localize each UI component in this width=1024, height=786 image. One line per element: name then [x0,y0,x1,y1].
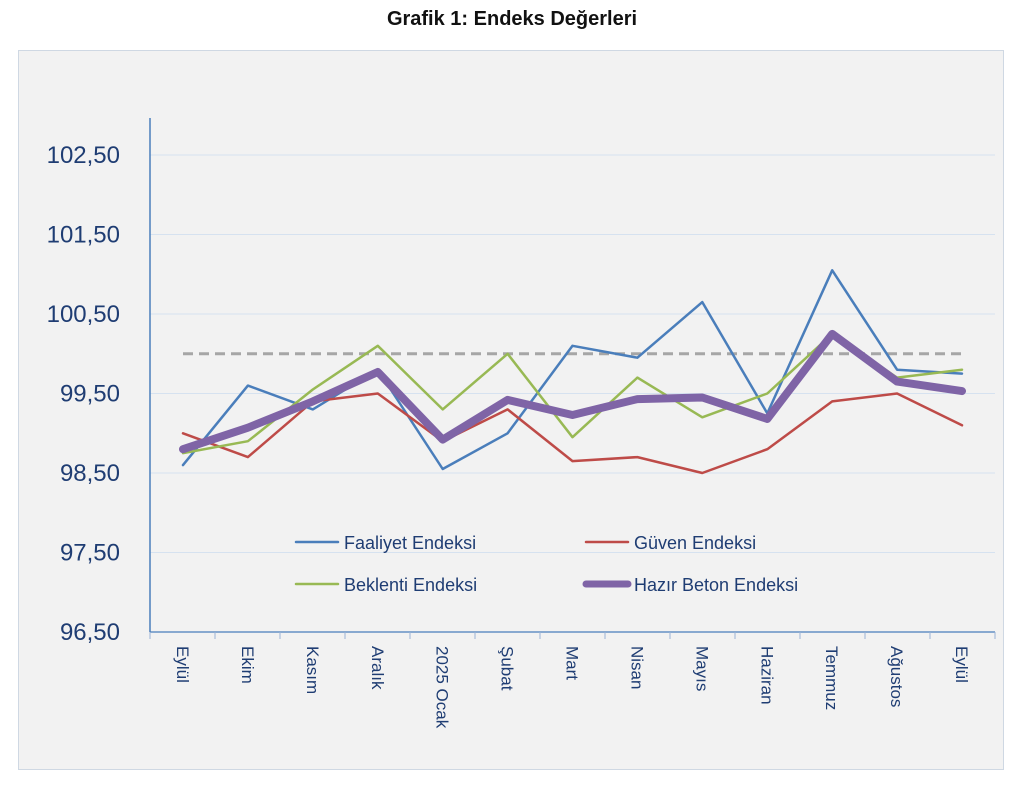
y-tick-label: 101,50 [47,222,120,249]
x-tick-label: Temmuz [822,646,841,710]
series-line-4 [179,329,966,454]
y-tick-label: 100,50 [47,301,120,328]
chart-title: Grafik 1: Endeks Değerleri [386,8,638,30]
x-tick-label: Ağustos [887,646,906,707]
legend-label: Güven Endeksi [634,533,756,553]
x-tick-label: Şubat [498,646,517,691]
gridlines [150,154,995,553]
series-lines [179,269,966,475]
x-tick-label: Kasım [303,646,322,694]
x-tick-label: Mart [563,646,582,680]
x-tick-label: Eylül [952,646,971,683]
axes: 102,50 101,50 100,50 99,50 98,50 97,50 96,50 Ey… [47,118,996,729]
legend-label: Faaliyet Endeksi [344,533,476,553]
x-tick-label: 2025 Ocak [433,646,452,729]
y-tick-label: 96,50 [60,619,120,646]
legend: Faaliyet Endeksi Güven Endeksi Beklenti En… [294,533,798,595]
series-line-1 [181,269,964,471]
x-tick-label: Haziran [757,646,776,705]
legend-label: Beklenti Endeksi [344,575,477,595]
y-tick-label: 98,50 [60,460,120,487]
y-tick-label: 102,50 [47,142,120,169]
x-tick-label: Mayıs [692,646,711,691]
x-tick-label: Nisan [627,646,646,689]
x-tick-label: Aralık [368,646,387,690]
y-tick-label: 99,50 [60,381,120,408]
chart-background [18,50,1004,770]
x-tick-label: Eylül [173,646,192,683]
y-tick-label: 97,50 [60,540,120,567]
legend-label: Hazır Beton Endeksi [634,575,798,595]
x-tick-label: Ekim [238,646,257,684]
